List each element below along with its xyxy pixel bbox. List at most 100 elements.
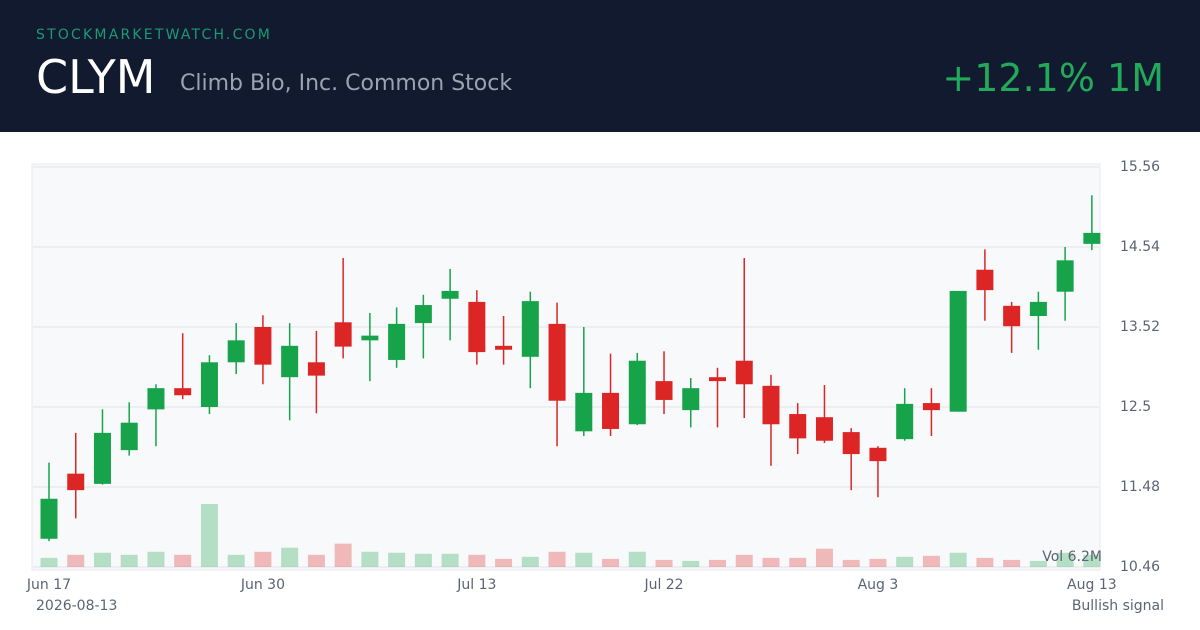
candle-body [976, 269, 994, 291]
volume-bar [842, 559, 860, 567]
candle-body [334, 322, 352, 347]
volume-bar [735, 554, 753, 567]
candle-body [414, 305, 432, 324]
y-tick-label: 12.5 [1120, 399, 1151, 415]
volume-bar [495, 558, 513, 567]
volume-label: Vol 6.2M [1042, 549, 1102, 565]
volume-bar [575, 552, 593, 567]
volume-bar [334, 543, 352, 567]
candle-body [254, 327, 272, 365]
candle-body [120, 422, 138, 451]
x-tick-label: Jul 13 [456, 577, 496, 593]
volume-bar [949, 552, 967, 567]
volume-bar [628, 551, 646, 567]
candle-body [1083, 232, 1101, 244]
candle-body [441, 290, 459, 299]
candle-body [307, 362, 325, 376]
volume-bar [441, 553, 459, 567]
y-tick-label: 13.52 [1120, 319, 1160, 335]
plot-area [31, 163, 1101, 571]
candle-body [174, 388, 192, 396]
candle-body [628, 360, 646, 425]
candle-body [93, 432, 111, 484]
candle-body [709, 377, 726, 382]
volume-bar [762, 557, 780, 567]
volume-bar [682, 560, 700, 567]
site-name: STOCKMARKETWATCH.COM [36, 27, 273, 43]
volume-bar [602, 558, 620, 567]
volume-bar [709, 559, 726, 567]
footer-date: 2026-08-13 [36, 598, 117, 614]
candle-body [388, 323, 406, 360]
volume-bar [976, 557, 994, 567]
candle-body [1056, 260, 1074, 292]
volume-bar [227, 554, 245, 567]
candle-body [361, 335, 379, 341]
candle-body [655, 381, 673, 400]
volume-bar [361, 551, 379, 567]
candle-body [548, 323, 566, 401]
volume-bar [548, 551, 566, 567]
volume-bar [200, 504, 218, 567]
volume-bar [307, 554, 325, 567]
footer-signal: Bullish signal [1072, 598, 1164, 614]
candle-body [67, 473, 85, 491]
volume-bar [1083, 554, 1101, 567]
candle-body [1029, 301, 1047, 317]
candle-body [1003, 305, 1021, 327]
x-tick-label: Jul 22 [643, 577, 683, 593]
candle-body [281, 345, 299, 378]
chart: 2026-08-13 Bullish signal 10.46 11.48 12.5… [26, 159, 1164, 614]
volume-bar [254, 551, 272, 567]
candle-body [949, 290, 967, 412]
company-name: Climb Bio, Inc. Common Stock [180, 71, 513, 96]
volume-bar [147, 551, 165, 567]
volume-bar [93, 552, 111, 567]
candle-body [682, 388, 700, 411]
volume-bar [388, 552, 406, 567]
volume-bar [1056, 552, 1074, 567]
candle-body [575, 392, 593, 432]
x-tick-label: Aug 3 [858, 577, 899, 593]
candle-body [735, 360, 753, 385]
y-tick-label: 10.46 [1120, 559, 1160, 575]
volume-bar [869, 558, 887, 567]
x-tick-label: Jun 30 [240, 577, 285, 593]
volume-bar [896, 556, 914, 567]
candle-body [147, 388, 165, 410]
volume-bar [815, 548, 833, 567]
candle-body [762, 385, 780, 425]
candle-body [40, 498, 58, 539]
volume-bar [120, 554, 138, 567]
candle-body [896, 403, 914, 440]
volume-bar [67, 554, 85, 567]
volume-bar [281, 547, 299, 567]
volume-bar [1003, 559, 1021, 567]
volume-bar [174, 554, 192, 567]
y-tick-label: 15.56 [1120, 159, 1160, 175]
header: STOCKMARKETWATCH.COM CLYM Climb Bio, Inc… [0, 0, 1200, 132]
candle-body [200, 362, 218, 407]
x-tick-label: Jun 17 [26, 577, 71, 593]
candle-body [789, 414, 807, 439]
candle-body [815, 417, 833, 441]
y-tick-label: 14.54 [1120, 239, 1160, 255]
volume-bar [521, 556, 539, 567]
volume-bar [40, 557, 58, 567]
candle-body [227, 340, 245, 363]
volume-bar [468, 554, 486, 567]
volume-bar [655, 559, 673, 567]
x-tick-label: Aug 13 [1067, 577, 1117, 593]
candle-body [869, 447, 887, 462]
ticker: CLYM [36, 50, 156, 104]
volume-bar [922, 555, 940, 567]
volume-bar [789, 557, 807, 567]
volume-bar [1029, 560, 1047, 567]
price-change: +12.1% 1M [942, 56, 1164, 100]
candle-body [922, 403, 940, 411]
candle-body [495, 345, 513, 350]
candle-body [842, 432, 860, 455]
y-tick-label: 11.48 [1120, 479, 1160, 495]
candle-body [521, 301, 539, 357]
